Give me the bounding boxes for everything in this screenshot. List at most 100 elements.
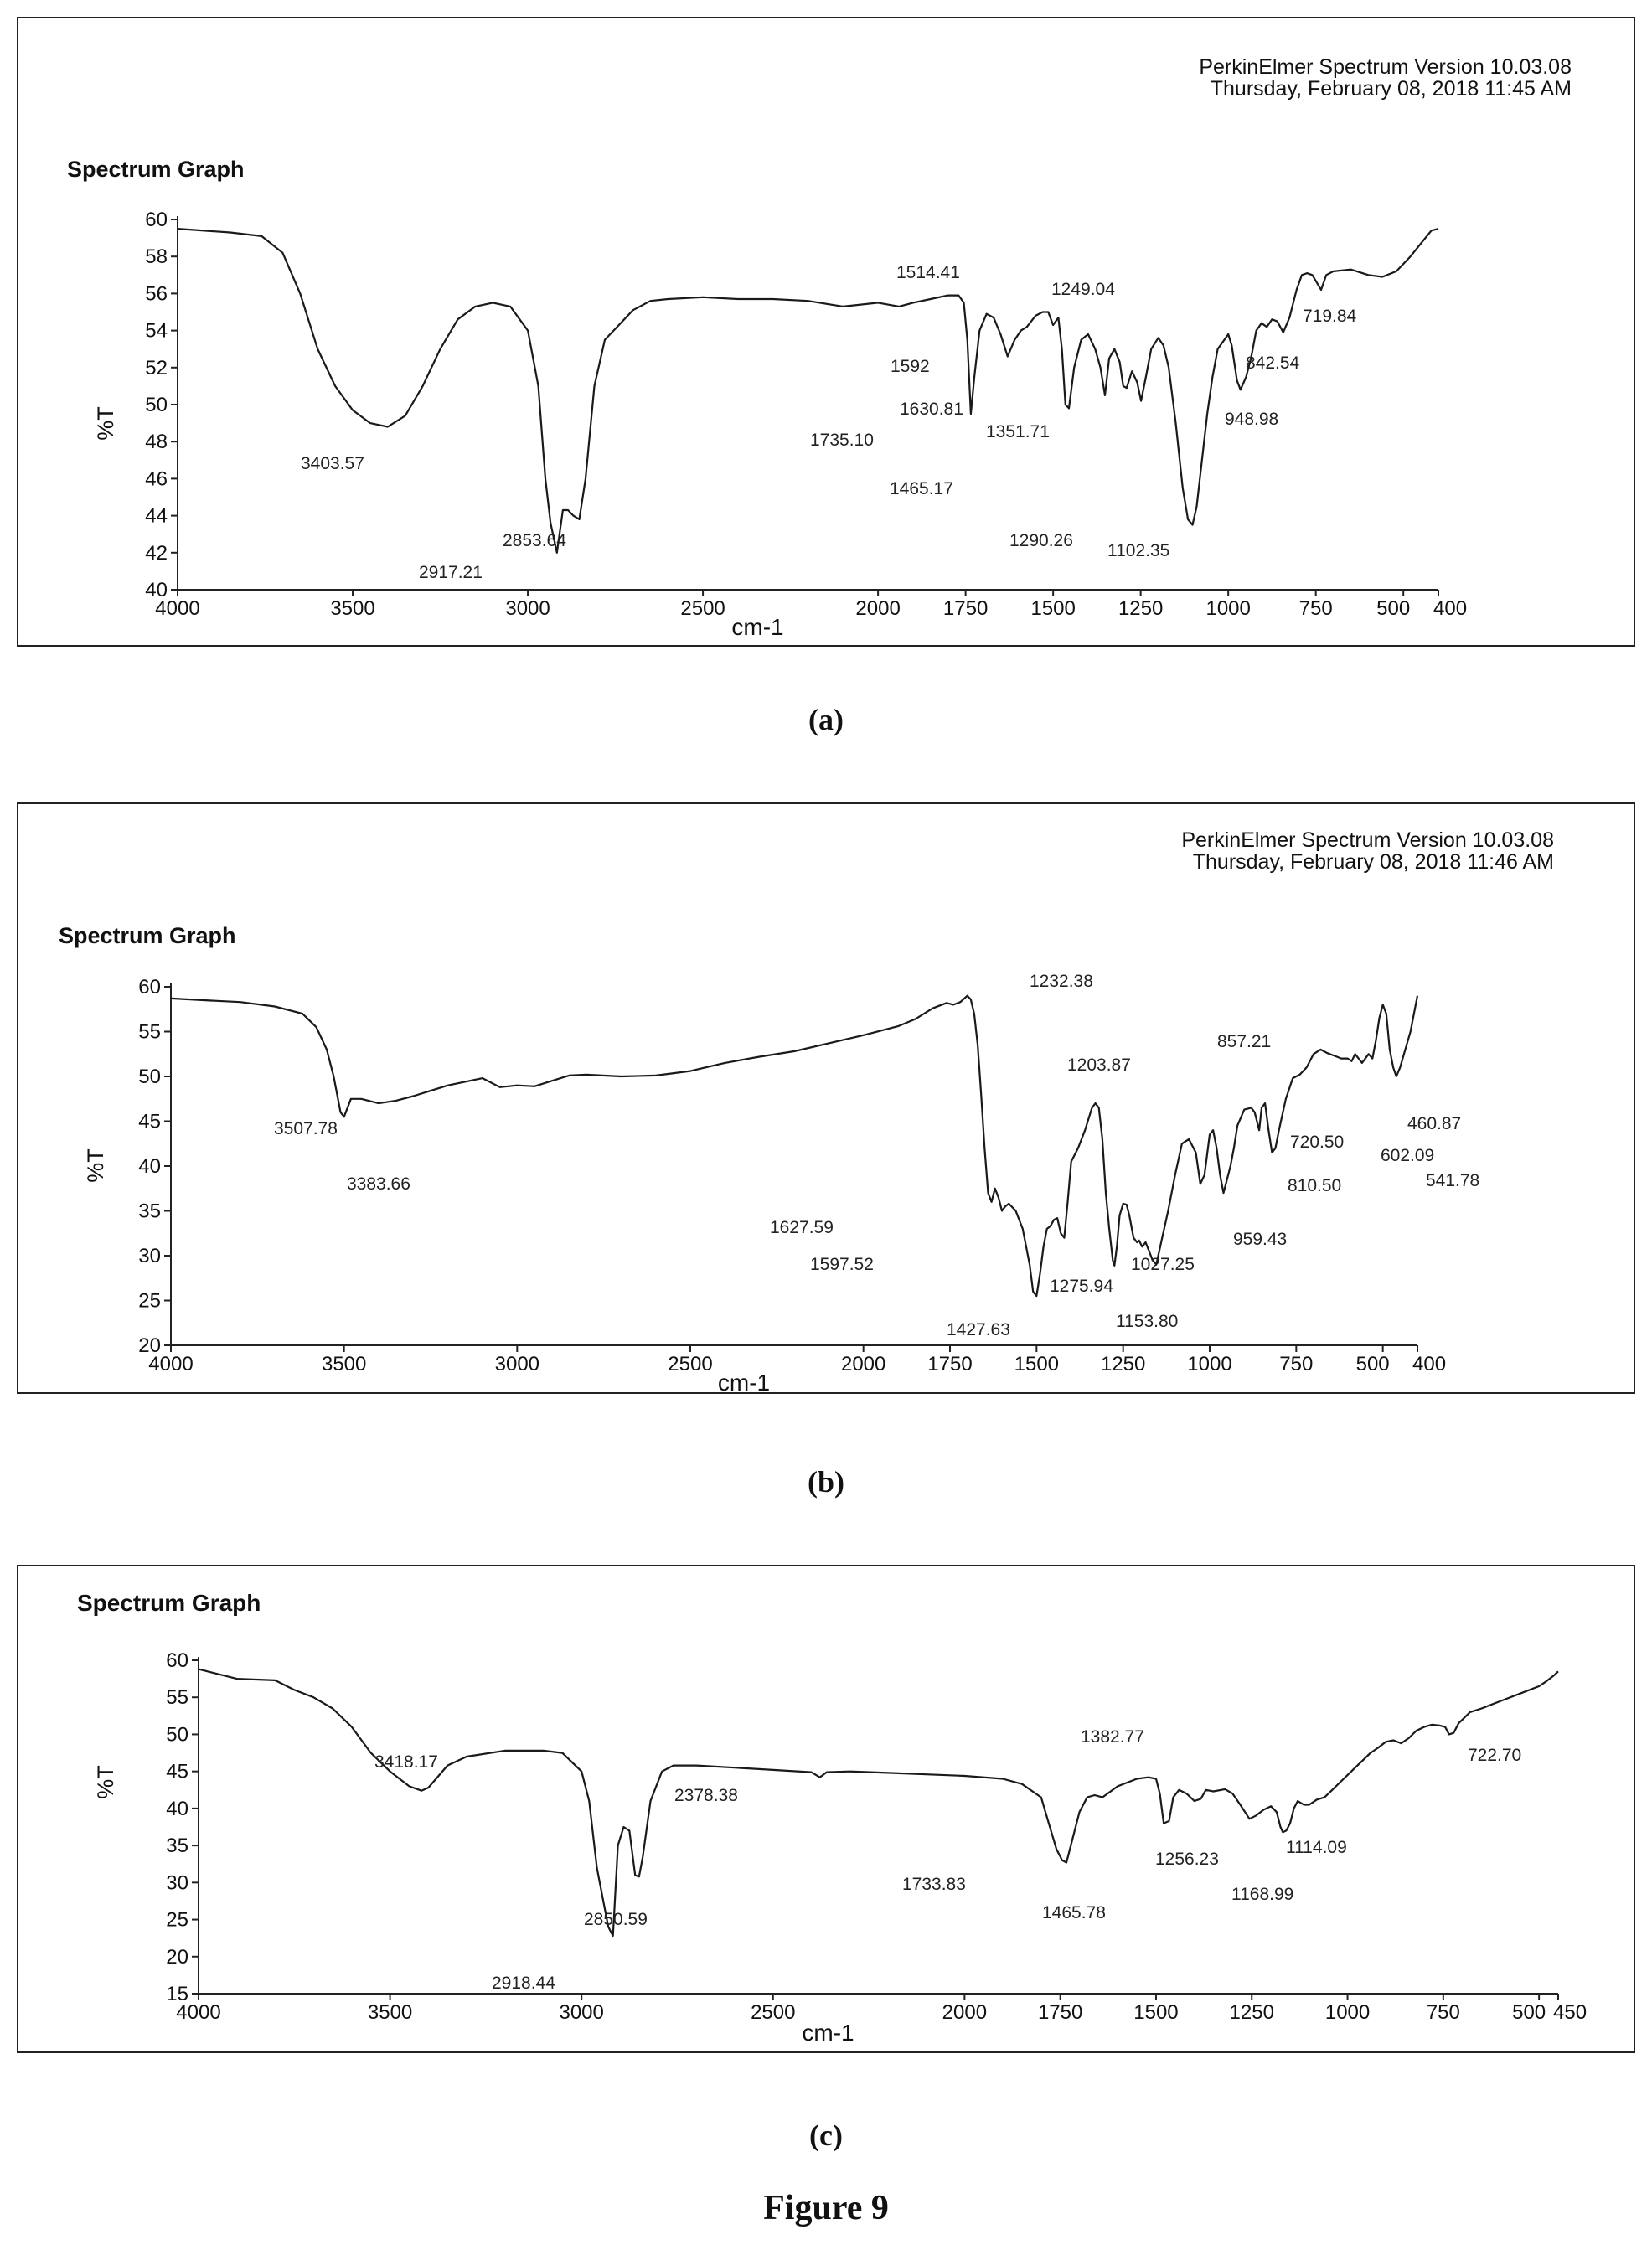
peak-label: 722.70 [1468, 1746, 1521, 1765]
spectrum-line [198, 1668, 1559, 1938]
timestamp: Thursday, February 08, 2018 11:45 AM [1210, 77, 1572, 101]
y-tick-label: 25 [138, 1290, 161, 1313]
peak-label: 460.87 [1407, 1114, 1461, 1133]
x-tick-label: 400 [1433, 597, 1467, 620]
y-tick-label: 46 [145, 467, 168, 490]
y-tick-label: 35 [138, 1200, 161, 1223]
panel-caption-b: (b) [808, 1465, 844, 1499]
x-axis-label: cm-1 [802, 2020, 854, 2046]
x-tick-label: 3000 [505, 597, 550, 620]
instrument-info: PerkinElmer Spectrum Version 10.03.08 Th… [1199, 56, 1572, 100]
peak-label: 2378.38 [674, 1786, 738, 1805]
x-tick-label: 450 [1553, 2001, 1587, 2024]
x-tick-label: 1500 [1014, 1353, 1059, 1375]
peak-label: 1427.63 [947, 1320, 1010, 1339]
y-tick-label: 58 [145, 245, 168, 268]
peak-label: 1592 [891, 357, 930, 376]
x-tick-label: 3000 [559, 2001, 603, 2024]
peak-label: 3507.78 [274, 1119, 338, 1138]
ir-spectrum-chart-a: 40 42 44 46 48 50 52 54 56 58 60 4000 3500 3000 2500 20… [145, 209, 1467, 640]
y-tick-label: 40 [138, 1155, 161, 1178]
y-tick-label: 15 [166, 1983, 188, 2005]
peak-label: 1114.09 [1286, 1838, 1347, 1857]
peak-label: 2850.59 [584, 1910, 648, 1929]
timestamp: Thursday, February 08, 2018 11:46 AM [1192, 850, 1554, 874]
peak-label: 1275.94 [1050, 1277, 1113, 1296]
y-tick-label: 50 [166, 1723, 188, 1746]
peak-label: 1168.99 [1231, 1885, 1293, 1904]
peak-label: 1465.78 [1042, 1903, 1106, 1922]
y-tick-label: 20 [166, 1946, 188, 1969]
peak-label: 948.98 [1225, 410, 1278, 429]
x-tick-label: 4000 [155, 597, 199, 620]
y-tick-label: 42 [145, 542, 168, 565]
x-tick-label: 750 [1299, 597, 1333, 620]
instrument-info: PerkinElmer Spectrum Version 10.03.08 Th… [1181, 829, 1554, 873]
peak-label: 1027.25 [1131, 1255, 1195, 1274]
peak-label: 1514.41 [896, 263, 960, 282]
x-tick-label: 2500 [668, 1353, 712, 1375]
peak-label: 1153.80 [1116, 1312, 1178, 1331]
peak-label: 541.78 [1426, 1171, 1479, 1190]
y-tick-label: 40 [145, 579, 168, 601]
ir-spectrum-chart-c: 15 20 25 30 35 40 45 50 55 60 4000 3500 3000 2500 2000… [166, 1649, 1587, 2046]
peak-label: 1290.26 [1009, 531, 1073, 550]
y-tick-label: 56 [145, 282, 168, 305]
y-tick-label: 45 [166, 1761, 188, 1783]
peak-label: 1249.04 [1051, 280, 1115, 299]
graph-title: Spectrum Graph [67, 157, 245, 182]
x-tick-label: 750 [1279, 1353, 1313, 1375]
peak-label: 2853.64 [503, 531, 566, 550]
x-tick-label: 750 [1427, 2001, 1460, 2024]
figure-caption: Figure 9 [763, 2189, 889, 2227]
peak-label: 602.09 [1381, 1146, 1434, 1165]
x-tick-label: 3500 [330, 597, 374, 620]
x-tick-label: 1500 [1133, 2001, 1178, 2024]
x-tick-label: 500 [1356, 1353, 1390, 1375]
peak-label: 1735.10 [810, 431, 874, 450]
x-tick-label: 4000 [148, 1353, 193, 1375]
peak-label: 1465.17 [890, 479, 953, 498]
y-tick-label: 55 [138, 1021, 161, 1044]
spectrum-panel-b: PerkinElmer Spectrum Version 10.03.08 Th… [17, 802, 1635, 1394]
peak-label: 3383.66 [347, 1174, 410, 1194]
y-tick-label: 40 [166, 1798, 188, 1820]
peak-label: 1733.83 [902, 1875, 966, 1894]
y-tick-label: 20 [138, 1334, 161, 1357]
spectrum-panel-a: PerkinElmer Spectrum Version 10.03.08 Th… [17, 17, 1635, 647]
x-tick-label: 2000 [942, 2001, 987, 2024]
x-tick-label: 1000 [1205, 597, 1250, 620]
y-tick-label: 60 [138, 976, 161, 999]
x-tick-label: 1750 [927, 1353, 972, 1375]
x-tick-label: 500 [1376, 597, 1410, 620]
y-tick-label: 50 [138, 1066, 161, 1088]
peak-label: 842.54 [1246, 353, 1300, 373]
x-tick-label: 1000 [1187, 1353, 1231, 1375]
ir-spectrum-chart-b: 20 25 30 35 40 45 50 55 60 4000 3500 3000 2500 2000 17… [138, 972, 1479, 1392]
x-tick-label: 1000 [1325, 2001, 1370, 2024]
y-tick-label: 50 [145, 394, 168, 416]
x-tick-label: 3500 [322, 1353, 366, 1375]
x-tick-label: 400 [1412, 1353, 1446, 1375]
x-tick-label: 2500 [751, 2001, 795, 2024]
x-tick-label: 1500 [1030, 597, 1075, 620]
peak-label: 1256.23 [1155, 1850, 1219, 1869]
y-tick-label: 52 [145, 357, 168, 379]
peak-label: 3418.17 [374, 1752, 438, 1772]
x-tick-label: 1250 [1230, 2001, 1274, 2024]
peak-label: 1232.38 [1030, 972, 1093, 991]
peak-label: 857.21 [1217, 1032, 1271, 1051]
x-tick-label: 4000 [176, 2001, 220, 2024]
x-tick-label: 1750 [1038, 2001, 1082, 2024]
spectrum-panel-c: Spectrum Graph %T 15 20 25 30 35 40 45 50 55 60 40… [17, 1565, 1635, 2053]
y-tick-label: 45 [138, 1111, 161, 1133]
y-tick-label: 25 [166, 1909, 188, 1932]
peak-label: 719.84 [1303, 307, 1357, 326]
peak-label: 720.50 [1290, 1133, 1344, 1152]
peak-label: 1351.71 [986, 422, 1050, 441]
peak-label: 2918.44 [492, 1974, 555, 1993]
y-tick-label: 44 [145, 505, 168, 528]
panel-caption-c: (c) [809, 2118, 843, 2152]
x-tick-label: 1250 [1101, 1353, 1145, 1375]
peak-label: 1102.35 [1107, 541, 1169, 560]
